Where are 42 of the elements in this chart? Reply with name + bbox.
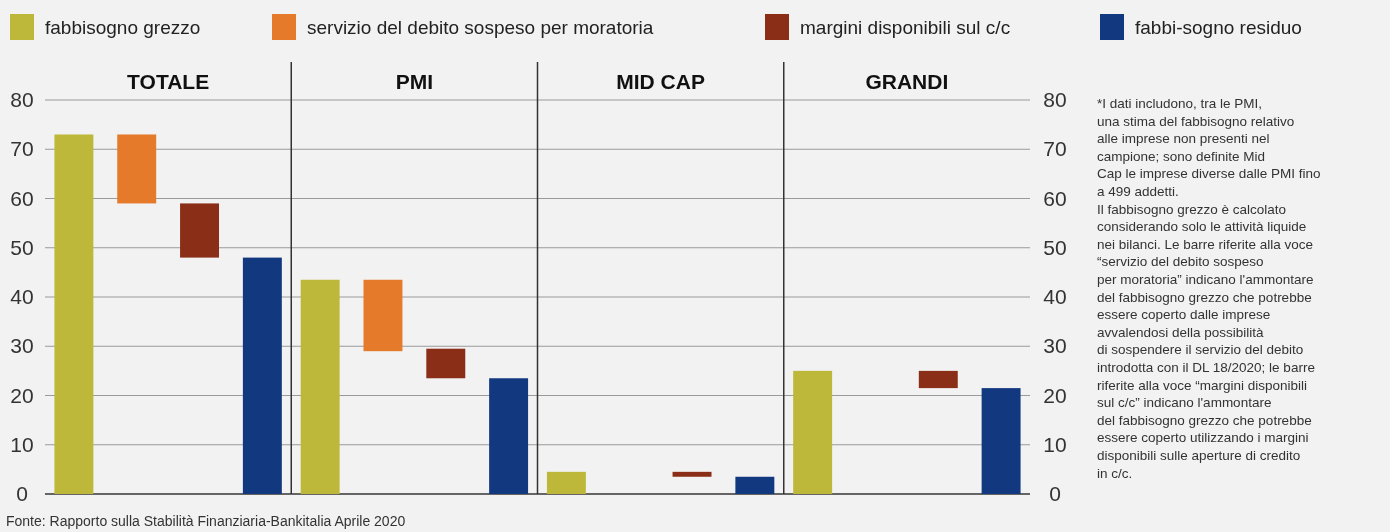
legend-label: fabbi-sogno residuo bbox=[1135, 17, 1302, 38]
text: *I dati includono, tra le PMI, una stima del fabbisogno relativo alle imprese non presenti nel campione; sono definite Mid Cap le imprese diverse dalle PMI fino a 499 addetti. Il fabbisogno grezzo è calcolato considerando solo le attività liquide nei bilanci. Le barre riferite alla voce “servizio del debito sospeso per moratoria” indicano l'ammontare del fabbisogno grezzo che potrebbe essere coperto dalle imprese avvalendosi della possibilità di sospendere il servizio del debito introdotta con il DL 18/2020; le barre riferite alla voce “margini disponibili sul c/c” indicano l'ammontare del fabbisogno grezzo che potrebbe essere coperto utilizzando i margini disponibili sulle aperture di credito in c/c. bbox=[1097, 96, 1321, 481]
bar bbox=[117, 134, 157, 204]
y-tick-label: 70 bbox=[10, 137, 34, 161]
bar bbox=[180, 203, 220, 258]
y2-tick-label: 80 bbox=[1043, 88, 1067, 111]
bar bbox=[300, 279, 340, 494]
y-tick-label: 20 bbox=[10, 383, 34, 407]
y2-tick-label: 0 bbox=[1049, 482, 1061, 505]
y-tick-label: 40 bbox=[10, 285, 34, 308]
bar bbox=[546, 471, 586, 494]
y-tick-label: 10 bbox=[10, 432, 34, 456]
bar bbox=[981, 388, 1021, 494]
y2-tick-label: 40 bbox=[1043, 285, 1067, 308]
x-tick-label: GRANDI bbox=[865, 70, 949, 93]
y-tick-label: 80 bbox=[10, 88, 34, 111]
bar bbox=[363, 279, 403, 352]
x-tick-label: MID CAP bbox=[616, 70, 705, 93]
bar bbox=[918, 370, 958, 389]
y-tick-label: 0 bbox=[16, 482, 28, 505]
bar bbox=[793, 370, 833, 494]
y-tick-label: 50 bbox=[10, 235, 34, 259]
bar bbox=[242, 257, 282, 494]
bar bbox=[672, 471, 712, 477]
legend-label: margini disponibili sul c/c bbox=[800, 17, 1011, 38]
y2-tick-label: 10 bbox=[1043, 432, 1067, 456]
bar bbox=[735, 476, 775, 494]
y2-tick-label: 70 bbox=[1043, 137, 1067, 161]
bar bbox=[54, 134, 94, 494]
bar bbox=[426, 348, 466, 379]
legend-label: fabbisogno grezzo bbox=[45, 17, 201, 38]
y2-tick-label: 30 bbox=[1043, 334, 1067, 358]
y2-tick-label: 60 bbox=[1043, 186, 1067, 210]
source-note: Fonte: Rapporto sulla Stabilità Finanziaria-Bankitalia Aprile 2020 bbox=[6, 513, 406, 529]
legend-label: servizio del debito sospeso per moratoria bbox=[307, 17, 654, 38]
x-tick-label: TOTALE bbox=[127, 70, 210, 93]
y-tick-label: 60 bbox=[10, 186, 34, 210]
y2-tick-label: 50 bbox=[1043, 235, 1067, 259]
x-tick-label: PMI bbox=[395, 70, 434, 93]
y-tick-label: 30 bbox=[10, 334, 34, 358]
bar bbox=[489, 378, 529, 494]
y2-tick-label: 20 bbox=[1043, 383, 1067, 407]
